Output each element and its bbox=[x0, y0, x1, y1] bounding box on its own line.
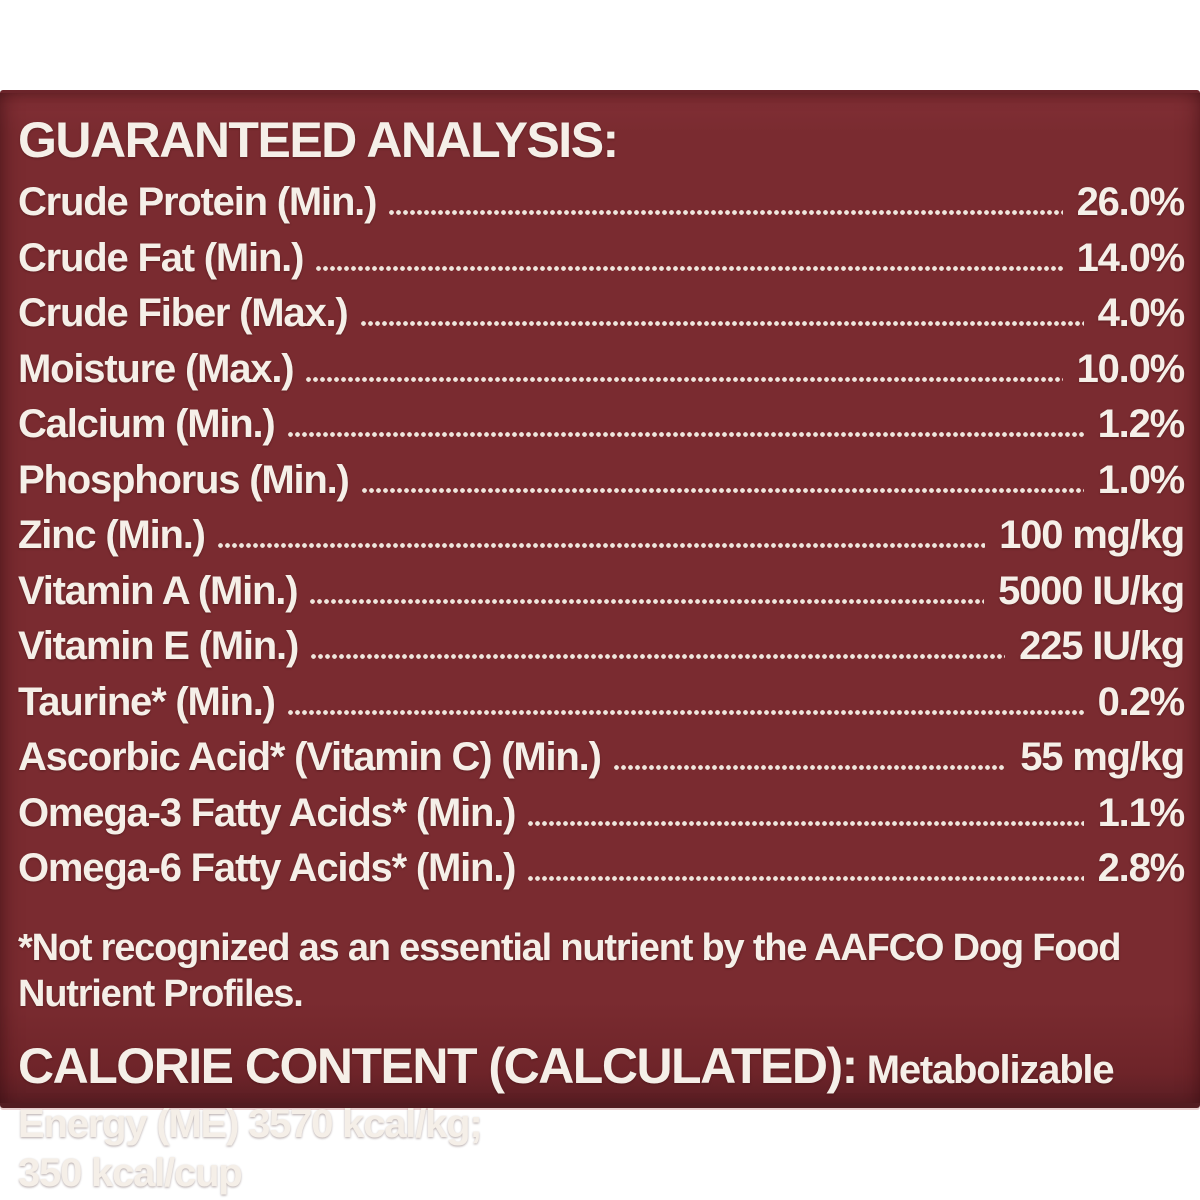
nutrient-name: Vitamin A (Min.) bbox=[18, 568, 299, 613]
nutrient-name: Crude Protein (Min.) bbox=[18, 180, 377, 224]
analysis-row: Ascorbic Acid* (Vitamin C) (Min.) 55 mg/… bbox=[18, 730, 1185, 786]
calorie-heading: CALORIE CONTENT (CALCULATED): bbox=[18, 1037, 858, 1094]
dot-leader bbox=[527, 876, 1084, 881]
nutrient-name: Phosphorus (Min.) bbox=[18, 457, 350, 502]
analysis-row: Calcium (Min.) 1.2% bbox=[18, 397, 1186, 453]
dot-leader bbox=[360, 487, 1084, 493]
calorie-text: Metabolizable Energy (ME) 3570 kcal/kg; bbox=[18, 1047, 1115, 1146]
dot-leader bbox=[216, 543, 986, 548]
nutrient-name: Vitamin E (Min.) bbox=[18, 624, 299, 668]
nutrient-name: Omega-3 Fatty Acids* (Min.) bbox=[18, 790, 517, 835]
dot-leader bbox=[286, 709, 1084, 715]
analysis-row: Taurine* (Min.) 0.2% bbox=[18, 675, 1186, 731]
nutrient-name: Moisture (Max.) bbox=[18, 346, 295, 391]
analysis-row: Crude Protein (Min.) 26.0% bbox=[18, 175, 1186, 231]
nutrient-name: Ascorbic Acid* (Vitamin C) (Min.) bbox=[18, 735, 602, 779]
nutrient-value: 1.2% bbox=[1097, 402, 1186, 446]
analysis-row: Crude Fat (Min.) 14.0% bbox=[18, 231, 1186, 287]
guaranteed-analysis-panel: GUARANTEED ANALYSIS: Crude Protein (Min.… bbox=[0, 90, 1200, 1195]
calorie-line1: CALORIE CONTENT (CALCULATED): Metaboliza… bbox=[18, 1039, 1184, 1151]
analysis-table: Crude Protein (Min.) 26.0% Crude Fat (Mi… bbox=[18, 175, 1186, 897]
dot-leader bbox=[309, 598, 985, 604]
nutrient-value: 5000 IU/kg bbox=[998, 568, 1185, 613]
nutrient-value: 1.0% bbox=[1097, 457, 1186, 502]
nutrient-value: 0.2% bbox=[1097, 679, 1186, 724]
nutrient-value: 100 mg/kg bbox=[999, 513, 1185, 557]
dot-leader bbox=[315, 265, 1063, 271]
footnote: *Not recognized as an essential nutrient… bbox=[18, 926, 1122, 1015]
nutrient-name: Crude Fiber (Max.) bbox=[18, 291, 349, 335]
nutrient-value: 10.0% bbox=[1076, 346, 1186, 391]
dot-leader bbox=[388, 210, 1063, 215]
analysis-row: Crude Fiber (Max.) 4.0% bbox=[18, 286, 1186, 342]
dot-leader bbox=[612, 765, 1007, 770]
nutrient-value: 2.8% bbox=[1097, 846, 1186, 890]
analysis-row: Zinc (Min.) 100 mg/kg bbox=[18, 508, 1185, 564]
analysis-row: Omega-3 Fatty Acids* (Min.) 1.1% bbox=[18, 786, 1186, 842]
dot-leader bbox=[286, 432, 1084, 437]
nutrient-name: Calcium (Min.) bbox=[18, 402, 276, 446]
nutrient-value: 55 mg/kg bbox=[1020, 735, 1185, 779]
nutrient-value: 225 IU/kg bbox=[1019, 624, 1185, 668]
nutrient-value: 4.0% bbox=[1097, 291, 1186, 335]
panel-heading: GUARANTEED ANALYSIS: bbox=[18, 112, 619, 168]
dot-leader bbox=[305, 376, 1063, 382]
analysis-row: Moisture (Max.) 10.0% bbox=[18, 342, 1186, 398]
nutrient-value: 26.0% bbox=[1076, 180, 1186, 224]
nutrient-name: Taurine* (Min.) bbox=[18, 679, 276, 724]
dot-leader bbox=[310, 654, 1006, 659]
calorie-text-line2: 350 kcal/cup bbox=[18, 1150, 243, 1195]
dot-leader bbox=[527, 820, 1084, 826]
analysis-row: Vitamin E (Min.) 225 IU/kg bbox=[18, 619, 1185, 675]
nutrient-name: Crude Fat (Min.) bbox=[18, 235, 304, 280]
nutrient-value: 14.0% bbox=[1076, 235, 1186, 280]
nutrient-value: 1.1% bbox=[1097, 790, 1186, 835]
calorie-content: CALORIE CONTENT (CALCULATED): Metaboliza… bbox=[18, 1039, 1184, 1195]
analysis-row: Vitamin A (Min.) 5000 IU/kg bbox=[18, 564, 1185, 620]
analysis-row: Omega-6 Fatty Acids* (Min.) 2.8% bbox=[18, 841, 1186, 897]
nutrient-name: Zinc (Min.) bbox=[18, 513, 206, 557]
nutrient-name: Omega-6 Fatty Acids* (Min.) bbox=[18, 846, 517, 890]
analysis-row: Phosphorus (Min.) 1.0% bbox=[18, 453, 1186, 509]
dot-leader bbox=[359, 321, 1084, 326]
